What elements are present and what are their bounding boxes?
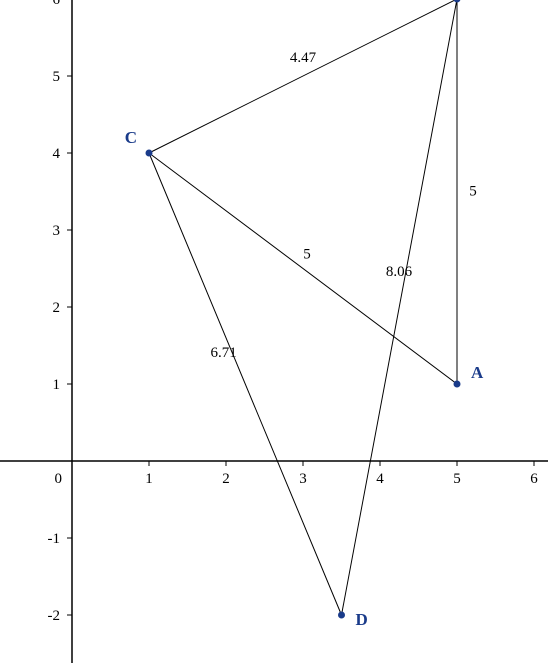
edge-label-A-C: 5 <box>303 247 311 263</box>
edge-C-D <box>149 153 342 615</box>
x-tick-label: 6 <box>530 471 538 487</box>
point-label-C: C <box>125 128 137 147</box>
y-tick-label: 6 <box>53 0 61 8</box>
y-tick-label: 3 <box>53 223 61 239</box>
point-B <box>454 0 461 3</box>
point-label-A: A <box>471 363 484 382</box>
edge-B-C <box>149 0 457 153</box>
x-tick-label: 0 <box>55 471 63 487</box>
edge-label-B-C: 4.47 <box>290 50 317 66</box>
edge-label-B-D: 8.06 <box>386 264 413 280</box>
geometry-plot: 0123456-2-1123456554.478.066.71ABCD <box>0 0 548 663</box>
x-tick-label: 2 <box>222 471 230 487</box>
point-label-D: D <box>356 610 368 629</box>
x-tick-label: 1 <box>145 471 153 487</box>
x-tick-label: 4 <box>376 471 384 487</box>
y-tick-label: -1 <box>48 531 61 547</box>
x-tick-label: 5 <box>453 471 461 487</box>
point-C <box>146 150 153 157</box>
edge-label-A-B: 5 <box>469 184 477 200</box>
y-tick-label: 4 <box>53 146 61 162</box>
y-tick-label: 2 <box>53 300 61 316</box>
edge-label-C-D: 6.71 <box>211 345 237 361</box>
point-D <box>338 612 345 619</box>
edge-B-D <box>342 0 458 615</box>
y-tick-label: 1 <box>53 377 61 393</box>
y-tick-label: 5 <box>53 69 61 85</box>
x-tick-label: 3 <box>299 471 307 487</box>
y-tick-label: -2 <box>48 608 61 624</box>
point-A <box>454 381 461 388</box>
